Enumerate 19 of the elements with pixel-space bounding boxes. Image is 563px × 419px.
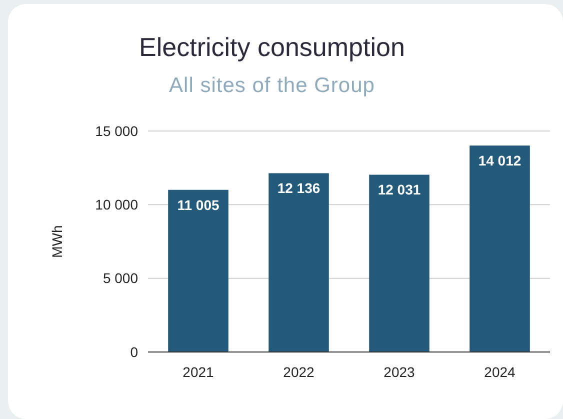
- chart-subtitle: All sites of the Group: [169, 74, 375, 97]
- data-label: 11 005: [177, 196, 220, 213]
- data-label: 12 136: [277, 180, 320, 196]
- bar: [369, 174, 430, 352]
- x-tick-label: 2024: [484, 364, 516, 380]
- x-tick-label: 2023: [384, 364, 416, 380]
- y-tick-label: 0: [130, 344, 138, 360]
- bar: [470, 146, 530, 352]
- data-label: 14 012: [478, 152, 522, 169]
- bar: [268, 173, 329, 352]
- x-tick-label: 2022: [283, 364, 315, 380]
- chart-title: Electricity consumption: [139, 32, 405, 62]
- y-tick-label: 5 000: [102, 270, 138, 286]
- data-label: 12 031: [378, 182, 421, 198]
- y-tick-label: 15 000: [95, 122, 138, 139]
- x-tick-label: 2021: [182, 364, 214, 380]
- bar: [168, 190, 228, 352]
- y-tick-label: 10 000: [95, 196, 138, 213]
- y-axis-title: MWh: [49, 225, 65, 258]
